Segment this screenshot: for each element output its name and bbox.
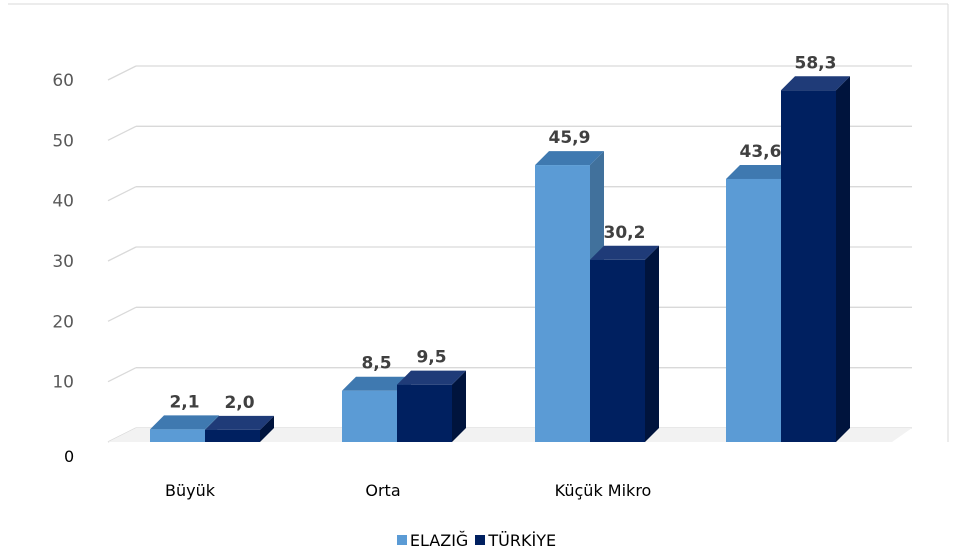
bar-front-elazi-k-k-mikro xyxy=(535,165,590,442)
bar-top-t-rki-ye-orta xyxy=(397,370,466,385)
chart-floor xyxy=(108,428,912,442)
gridline-depth-40 xyxy=(107,186,137,202)
bar-top-t-rki-ye-b-y-k xyxy=(205,415,274,430)
data-label-t-rki-ye-group-4: 58,3 xyxy=(795,53,837,73)
legend-swatch-elazig xyxy=(396,535,407,545)
gridline-depth-30 xyxy=(107,246,137,262)
bar-top-elazi-group-4 xyxy=(726,164,795,179)
data-label-elazi-k-k-mikro: 45,9 xyxy=(549,128,591,148)
data-label-t-rki-ye-orta: 9,5 xyxy=(416,348,446,368)
bar-side-t-rki-ye-k-k-mikro xyxy=(645,245,659,442)
data-label-t-rki-ye-k-k-mikro: 30,2 xyxy=(604,223,646,243)
bar-front-t-rki-ye-orta xyxy=(397,384,452,442)
bar-front-elazi-orta xyxy=(342,390,397,442)
bar-front-elazi-group-4 xyxy=(726,178,781,443)
y-axis: 0 10 20 30 40 50 60 xyxy=(52,71,74,466)
legend-swatch-turkiye xyxy=(475,535,486,545)
gridline-depth-60 xyxy=(107,65,137,81)
data-label-t-rki-ye-b-y-k: 2,0 xyxy=(224,393,254,413)
data-label-elazi-orta: 8,5 xyxy=(361,354,391,374)
bar-t-rki-ye-orta xyxy=(397,370,466,442)
bar-t-rki-ye-k-k-mikro xyxy=(590,245,659,442)
bar-side-t-rki-ye-orta xyxy=(452,370,466,442)
y-tick-label-30: 30 xyxy=(52,252,74,272)
bar-side-t-rki-ye-b-y-k xyxy=(260,415,274,442)
data-labels: 2,1 8,5 45,9 43,6 2,0 9,5 30,2 58,3 xyxy=(169,53,836,413)
x-tick-label-orta: Orta xyxy=(365,481,400,500)
y-tick-label-40: 40 xyxy=(52,192,74,212)
bars xyxy=(150,76,850,443)
y-tick-label-50: 50 xyxy=(52,131,74,151)
x-axis: Büyük Orta Küçük Mikro xyxy=(165,481,651,500)
gridline-depth-50 xyxy=(107,125,137,141)
gridline-depth-20 xyxy=(107,306,137,322)
data-label-elazi-group-4: 43,6 xyxy=(740,142,782,162)
bar-front-t-rki-ye-k-k-mikro xyxy=(590,259,645,442)
y-tick-label-60: 60 xyxy=(52,71,74,91)
gridline-depth-10 xyxy=(107,367,137,383)
y-tick-label-20: 20 xyxy=(52,312,74,332)
bar-top-elazi-b-y-k xyxy=(150,415,219,430)
legend: ELAZIĞ TÜRKİYE xyxy=(0,531,953,550)
bar-top-t-rki-ye-k-k-mikro xyxy=(590,245,659,260)
x-tick-label-b-y-k: Büyük xyxy=(165,481,216,500)
bar-top-elazi-k-k-mikro xyxy=(535,151,604,166)
chart-frame xyxy=(8,3,949,442)
bar-top-t-rki-ye-group-4 xyxy=(781,76,850,91)
y-tick-label-0: 0 xyxy=(64,447,74,466)
data-label-elazi-b-y-k: 2,1 xyxy=(169,392,199,412)
legend-label-elazig: ELAZIĞ xyxy=(409,531,469,550)
bar-t-rki-ye-group-4 xyxy=(781,76,850,443)
bar-t-rki-ye-b-y-k xyxy=(205,415,274,442)
bar-top-elazi-orta xyxy=(342,376,411,391)
bar-side-t-rki-ye-group-4 xyxy=(836,76,850,443)
legend-label-turkiye: TÜRKİYE xyxy=(488,531,557,550)
y-tick-label-10: 10 xyxy=(52,373,74,393)
bar-front-elazi-b-y-k xyxy=(150,429,205,442)
bar-front-t-rki-ye-b-y-k xyxy=(205,429,260,442)
bar-front-t-rki-ye-group-4 xyxy=(781,90,836,443)
x-tick-label-k-k-mikro: Küçük Mikro xyxy=(555,481,652,500)
